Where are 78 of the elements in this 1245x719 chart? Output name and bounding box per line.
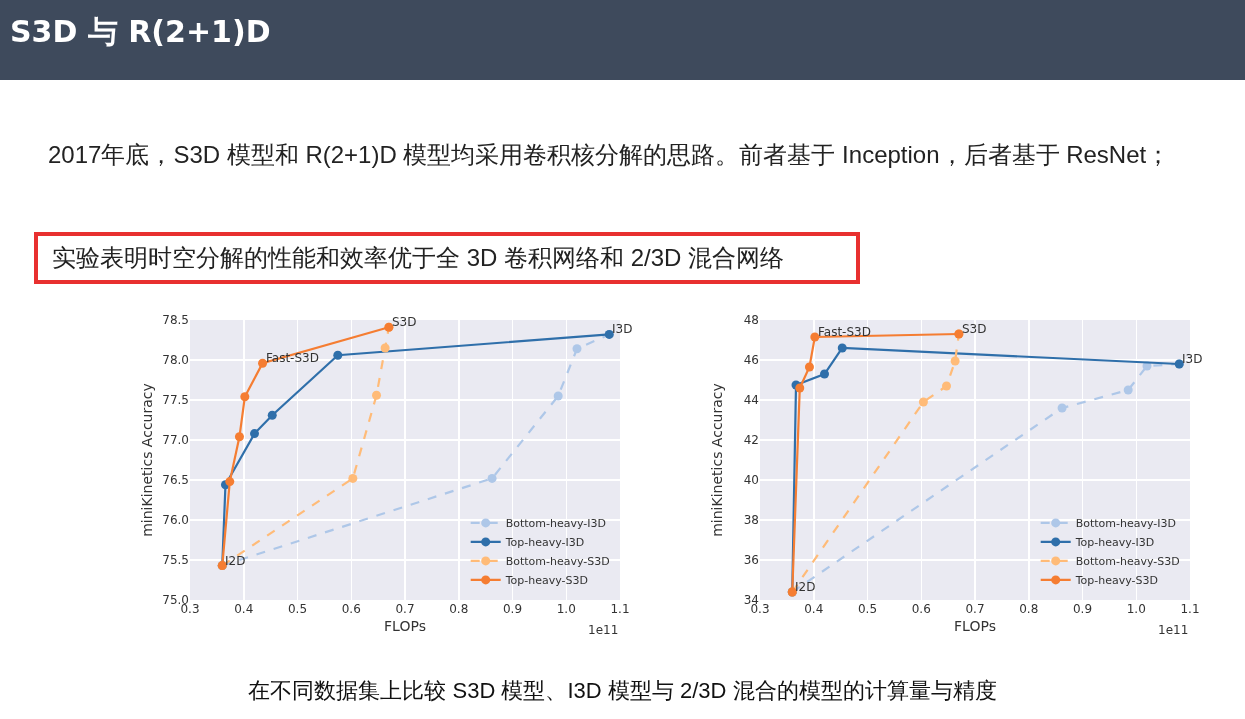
point — [810, 332, 820, 342]
y-tick-label: 76.0 — [162, 513, 189, 528]
x-tick-label: 0.9 — [502, 602, 523, 616]
legend-label: Top-heavy-I3D — [1074, 536, 1155, 550]
point — [333, 350, 343, 360]
point — [225, 477, 235, 487]
y-tick-label: 46 — [743, 353, 759, 368]
point — [250, 429, 259, 439]
point — [487, 473, 497, 483]
annotation: I2D — [225, 554, 246, 568]
annotation: I3D — [612, 322, 633, 336]
legend-label: Bottom-heavy-S3D — [505, 555, 610, 569]
y-tick-label: 78.5 — [162, 313, 189, 328]
point — [795, 383, 805, 393]
x-tick-label: 0.4 — [234, 602, 254, 616]
point — [348, 473, 358, 483]
point — [837, 343, 847, 353]
point — [258, 358, 268, 368]
text: 1e11 — [1158, 623, 1189, 637]
legend-label: Bottom-heavy-I3D — [1075, 517, 1177, 531]
x-tick-label: 1.0 — [556, 602, 576, 616]
legend-label: Bottom-heavy-S3D — [1075, 555, 1180, 569]
x-tick-label: 0.6 — [341, 602, 361, 616]
x-tick-label: 1.0 — [1126, 602, 1146, 616]
point — [380, 343, 390, 353]
legend-label: Top-heavy-S3D — [1074, 574, 1158, 588]
x-tick-label: 0.7 — [395, 602, 415, 616]
text: 在不同数据集上比较 S3D 模型、I3D 模型与 2/3D 混合的模型的计算量与精度 — [247, 677, 998, 705]
point — [240, 392, 250, 402]
y-tick-label: 40 — [743, 473, 759, 488]
outlined-text-box: 实验表明时空分解的性能和效率优于全 3D 卷积网络和 2/3D 混合网络 — [34, 232, 860, 284]
x-tick-label: 0.4 — [804, 602, 824, 616]
point — [918, 397, 928, 407]
y-tick-label: 76.5 — [162, 473, 189, 488]
x-tick-label: 0.5 — [857, 602, 878, 616]
x-tick-label: 1.1 — [1180, 602, 1200, 616]
annotation: I2D — [795, 580, 816, 594]
point — [820, 369, 829, 379]
x-tick-label: 1.1 — [610, 602, 630, 616]
text: 1e11 — [588, 623, 619, 637]
point — [553, 391, 563, 401]
x-axis-title: FLOPs — [954, 618, 996, 635]
point — [572, 344, 582, 354]
point — [950, 356, 960, 366]
y-tick-label: 48 — [743, 313, 759, 328]
y-tick-label: 77.5 — [162, 393, 189, 408]
y-axis-title: miniKinetics Accuracy — [139, 383, 155, 537]
x-axis-title: FLOPs — [384, 618, 426, 635]
y-tick-label: 78.0 — [162, 353, 189, 368]
x-tick-label: 0.9 — [1072, 602, 1093, 616]
point — [1057, 403, 1067, 413]
point — [267, 410, 277, 420]
legend-label: Top-heavy-I3D — [504, 536, 585, 550]
point — [372, 390, 382, 400]
x-tick-label: 0.6 — [911, 602, 931, 616]
annotation: Fast-S3D — [818, 325, 871, 339]
y-tick-label: 75.5 — [162, 553, 189, 568]
legend-label: Bottom-heavy-I3D — [505, 517, 607, 531]
point — [942, 381, 952, 391]
annotation: I3D — [1182, 352, 1203, 366]
x-tick-label: 0.5 — [287, 602, 308, 616]
y-tick-label: 77.0 — [162, 433, 189, 448]
y-tick-label: 44 — [743, 393, 759, 408]
point — [804, 362, 814, 372]
annotation: S3D — [962, 322, 987, 336]
legend-label: Top-heavy-S3D — [504, 574, 588, 588]
y-tick-label: 42 — [743, 433, 759, 448]
text: 2017年底，S3D 模型和 R(2+1)D 模型均采用卷积核分解的思路。前者基于 Inception，后者基于 ResNet； — [48, 140, 1172, 170]
y-axis-title: miniKinetics Accuracy — [709, 383, 725, 537]
point — [234, 432, 244, 442]
x-tick-label: 0.8 — [449, 602, 469, 616]
annotation: S3D — [392, 315, 417, 329]
x-tick-label: 0.8 — [1019, 602, 1039, 616]
text: S3D 与 R(2+1)D — [0, 0, 1245, 80]
y-tick-label: 36 — [743, 553, 759, 568]
x-tick-label: 0.7 — [965, 602, 985, 616]
point — [1123, 385, 1133, 395]
y-tick-label: 38 — [743, 513, 759, 528]
